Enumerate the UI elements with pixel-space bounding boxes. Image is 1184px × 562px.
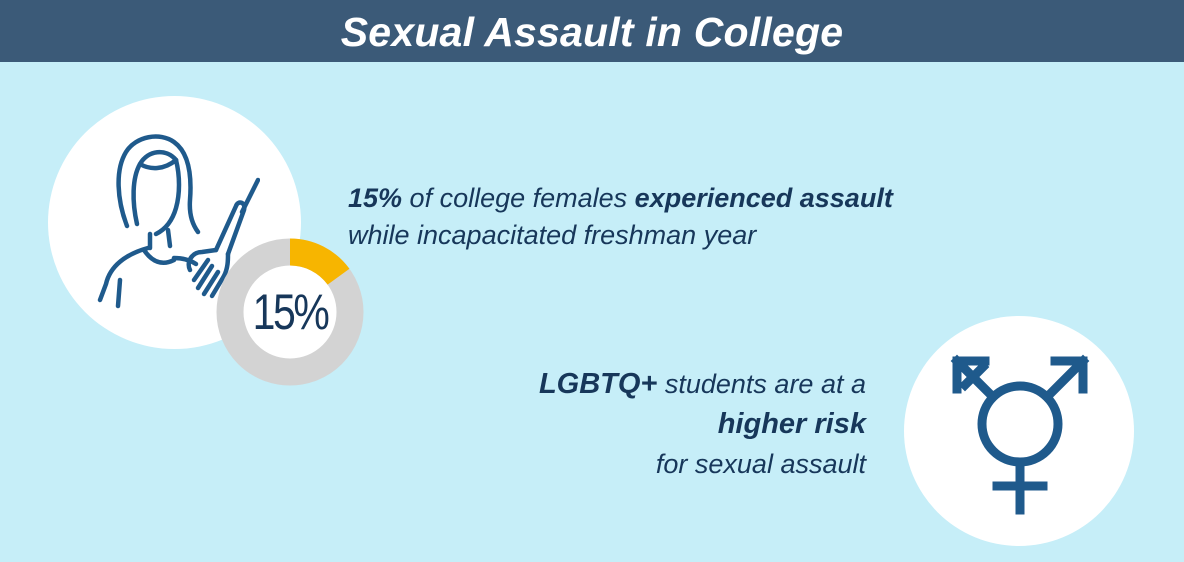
stat-line-2: while incapacitated freshman year (348, 220, 757, 250)
female-assault-stat: 15% of college females experienced assau… (348, 180, 893, 254)
donut-percent-label: 15% (252, 284, 330, 340)
lgbtq-risk-stat: LGBTQ+ students are at a higher risk for… (539, 364, 866, 484)
percent-donut-chart (216, 238, 364, 386)
woman-with-hand-on-shoulder-icon (97, 134, 260, 309)
transgender-symbol-icon (950, 354, 1090, 515)
risk-line-1: LGBTQ+ students are at a (539, 364, 866, 404)
stat-emphasis: experienced assault (634, 183, 893, 213)
donut-fill-arc (289, 238, 350, 286)
stat-text-middle: of college females (402, 183, 635, 213)
stat-percent: 15% (348, 183, 403, 213)
risk-line-1-rest: students are at a (657, 369, 866, 399)
risk-emphasis: higher risk (717, 408, 866, 440)
header-bar: Sexual Assault in College (0, 0, 1184, 62)
page-title: Sexual Assault in College (340, 9, 844, 55)
risk-group: LGBTQ+ (538, 368, 658, 400)
risk-line-3: for sexual assault (655, 449, 866, 479)
stat-line-1: 15% of college females experienced assau… (348, 180, 893, 217)
